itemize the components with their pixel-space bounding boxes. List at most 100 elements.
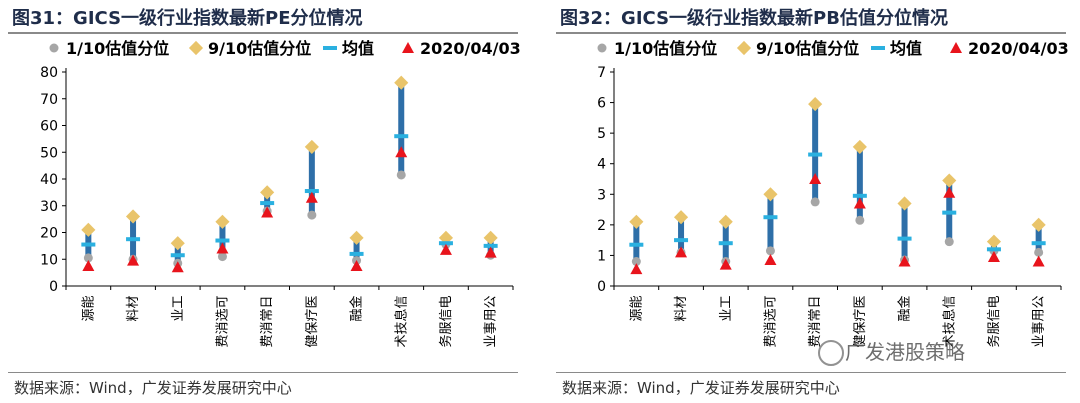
mean-marker	[304, 189, 319, 194]
y-tick-label: 0	[49, 279, 58, 295]
mean-marker	[897, 236, 912, 241]
current-marker	[1032, 255, 1045, 267]
x-tick-label-char: 可	[763, 295, 778, 308]
y-tick-label: 4	[597, 157, 606, 173]
x-tick-label-char: 务	[986, 334, 1002, 347]
x-tick-label-char: 材	[126, 295, 141, 308]
mean-marker	[718, 241, 733, 246]
x-tick-label-char: 医	[853, 295, 868, 308]
legend: 1/10估值分位 9/10估值分位 均值 2020/04/03	[597, 39, 1069, 58]
high-marker	[763, 187, 778, 202]
current-marker	[809, 173, 822, 184]
legend-label: 均值	[890, 39, 922, 58]
range-bar	[353, 237, 360, 261]
low-marker	[396, 170, 406, 180]
low-marker	[765, 246, 775, 256]
x-tick-label-char: 源	[629, 308, 644, 321]
low-marker	[855, 215, 865, 225]
y-tick-label: 30	[40, 199, 58, 215]
x-tick-label-char: 日	[808, 295, 823, 308]
high-marker	[125, 209, 141, 224]
current-marker	[82, 259, 95, 271]
x-tick-label-char: 信	[394, 295, 409, 308]
x-tick-label-char: 源	[81, 308, 96, 321]
mean-marker	[215, 238, 230, 243]
x-tick-label-char: 服	[987, 321, 1002, 334]
mean-marker	[170, 253, 185, 258]
title-divider	[556, 32, 1066, 34]
range-bar	[174, 243, 181, 264]
x-tick-label-char: 公	[1032, 295, 1047, 308]
x-tick-label-char: 术	[394, 334, 409, 347]
x-tick-label-char: 事	[484, 321, 499, 334]
range-bar	[856, 146, 863, 221]
legend-label: 均值	[342, 39, 374, 58]
y-tick-label: 1	[597, 248, 606, 264]
x-tick-label-char: 业	[1032, 334, 1047, 347]
x-tick-label-char: 事	[1032, 321, 1047, 334]
x-tick-label-char: 消	[808, 321, 823, 334]
x-tick-label-char: 融	[898, 308, 913, 321]
mean-marker	[674, 238, 689, 243]
high-marker	[718, 214, 733, 229]
high-marker	[808, 97, 823, 112]
current-marker	[439, 243, 452, 255]
x-tick-label-char: 消	[260, 321, 275, 334]
low-marker	[810, 197, 820, 207]
x-tick-label-char: 材	[674, 295, 689, 308]
y-tick-label: 3	[597, 187, 606, 203]
legend-symbol-current	[950, 42, 962, 53]
x-tick-label-char: 信	[942, 295, 957, 308]
mean-marker	[1031, 241, 1046, 246]
x-tick-label-char: 料	[126, 308, 141, 321]
pb-chart-panel: 图32：GICS一级行业指数最新PB估值分位情况 1/10估值分位 9/10估值分…	[556, 0, 1074, 403]
source-note: 数据来源：Wind，广发证券发展研究中心	[562, 379, 840, 397]
current-marker	[127, 254, 140, 266]
current-marker	[987, 250, 1000, 262]
y-tick-label: 2	[597, 218, 606, 234]
y-tick-label: 80	[40, 65, 58, 81]
x-tick-label-char: 工	[719, 295, 734, 308]
x-tick-label-char: 保	[853, 321, 868, 334]
y-tick-label: 60	[40, 119, 58, 135]
y-tick-label: 5	[597, 126, 606, 142]
legend-label: 9/10估值分位	[756, 39, 859, 58]
wechat-icon	[818, 340, 844, 366]
chart-title: 图31：GICS一级行业指数最新PE分位情况	[12, 8, 363, 29]
mean-marker	[629, 242, 644, 247]
high-marker	[852, 139, 867, 154]
x-tick-label-char: 费	[763, 334, 778, 347]
title-divider	[8, 32, 518, 34]
y-tick-label: 10	[40, 252, 58, 268]
y-tick-label: 40	[40, 172, 58, 188]
pb-chart: 1/10估值分位 9/10估值分位 均值 2020/04/03 0 1 2 3 4 5 6 7 能源 材料…	[597, 39, 1069, 348]
mean-marker	[349, 251, 364, 256]
low-marker	[217, 252, 227, 262]
x-tick-label-char: 能	[81, 295, 96, 308]
mean-marker	[394, 134, 409, 139]
x-tick-label-char: 健	[853, 334, 868, 347]
high-marker	[629, 214, 644, 229]
x-tick-label-char: 技	[942, 321, 957, 334]
mean-marker	[852, 193, 867, 198]
high-marker	[483, 230, 498, 245]
pe-chart: 1/10估值分位 9/10估值分位 均值 2020/04/03 0 10 20 30 40 50 6…	[40, 39, 521, 348]
x-tick-label-char: 保	[305, 321, 320, 334]
current-marker	[675, 246, 688, 258]
x-tick-label-char: 工	[171, 295, 186, 308]
x-tick-label-char: 消	[763, 321, 778, 334]
high-marker	[897, 196, 912, 211]
x-tick-label-char: 融	[350, 308, 365, 321]
y-tick-label: 70	[40, 92, 58, 108]
current-marker	[171, 261, 184, 273]
high-marker	[942, 173, 957, 188]
source-note: 数据来源：Wind，广发证券发展研究中心	[14, 379, 292, 397]
chart-title: 图32：GICS一级行业指数最新PB估值分位情况	[560, 8, 948, 29]
high-marker	[81, 222, 96, 237]
current-marker	[216, 242, 229, 254]
current-marker	[853, 197, 866, 209]
x-tick-label-char: 金	[349, 295, 365, 308]
x-tick-label-char: 信	[439, 308, 454, 321]
legend-symbol-high	[736, 40, 752, 56]
x-tick-label-char: 术	[942, 334, 957, 347]
